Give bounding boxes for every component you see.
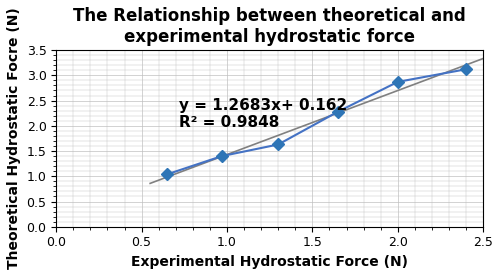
- Y-axis label: Theoretical Hydrostatic Focre (N): Theoretical Hydrostatic Focre (N): [7, 7, 21, 269]
- X-axis label: Experimental Hydrostatic Force (N): Experimental Hydrostatic Force (N): [131, 255, 408, 269]
- Title: The Relationship between theoretical and
experimental hydrostatic force: The Relationship between theoretical and…: [74, 7, 466, 46]
- Text: y = 1.2683x+ 0.162
R² = 0.9848: y = 1.2683x+ 0.162 R² = 0.9848: [179, 98, 348, 131]
